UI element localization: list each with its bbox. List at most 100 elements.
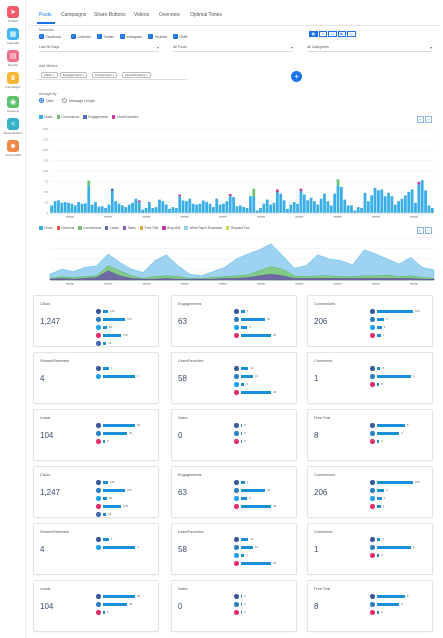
bar-clicks[interactable] xyxy=(188,198,192,213)
bar-clicks[interactable] xyxy=(208,203,212,213)
bar-clicks[interactable] xyxy=(154,207,158,213)
tab-share-buttons[interactable]: Share Buttons xyxy=(94,12,126,18)
grid-view-button[interactable]: ▦ xyxy=(309,31,318,37)
legend-item-revenue[interactable]: Revenue xyxy=(56,226,74,230)
legend-item-likes-favorites[interactable]: Likes/Favorites xyxy=(111,115,138,119)
bar-clicks[interactable] xyxy=(195,204,198,213)
bar-clicks[interactable] xyxy=(225,201,229,213)
bar-stack-segment[interactable] xyxy=(137,200,141,203)
bar-clicks[interactable] xyxy=(397,201,401,213)
bar-clicks[interactable] xyxy=(383,196,387,213)
sidebar-item-social-crm[interactable]: ☻ Social CRM xyxy=(0,140,26,157)
legend-item-blog-visit[interactable]: Blog Visit xyxy=(162,226,180,230)
metrics-chip-input[interactable]: Clicks × Engagements × Conversions × Lik… xyxy=(37,71,187,80)
list-view-button[interactable]: ≡ xyxy=(318,31,327,37)
bar-clicks[interactable] xyxy=(373,187,377,213)
bar-clicks[interactable] xyxy=(201,200,205,213)
legend-item-clicks[interactable]: Clicks xyxy=(39,115,53,119)
bar-clicks[interactable] xyxy=(158,199,161,213)
bar-clicks[interactable] xyxy=(296,203,299,213)
bar-clicks[interactable] xyxy=(269,204,273,213)
legend-item-conversions[interactable]: Conversions xyxy=(56,115,79,119)
bar-clicks[interactable] xyxy=(50,205,54,213)
tab-overview[interactable]: Overview xyxy=(159,12,180,18)
card-view-button[interactable]: ▭ xyxy=(328,31,337,37)
tab-videos[interactable]: Videos xyxy=(134,12,150,18)
zoom-in-icon[interactable]: + xyxy=(416,227,424,234)
bar-clicks[interactable] xyxy=(316,204,320,213)
zoom-out-icon[interactable]: − xyxy=(425,116,432,123)
bar-clicks[interactable] xyxy=(104,207,107,213)
bar-clicks[interactable] xyxy=(400,198,404,213)
bar-clicks[interactable] xyxy=(329,205,333,213)
bar-clicks[interactable] xyxy=(161,201,165,213)
bar-clicks[interactable] xyxy=(420,180,424,213)
bar-stack-segment[interactable] xyxy=(87,180,91,186)
bar-clicks[interactable] xyxy=(137,202,141,213)
bar-clicks[interactable] xyxy=(319,198,323,213)
legend-item-conversions[interactable]: Conversions xyxy=(78,226,101,230)
bar-clicks[interactable] xyxy=(211,207,215,213)
bar-clicks[interactable] xyxy=(80,203,84,213)
sidebar-item-calendar[interactable]: ▦ Calendar xyxy=(0,28,26,45)
tab-posts[interactable]: Posts xyxy=(39,12,52,18)
bar-clicks[interactable] xyxy=(181,200,185,213)
bar-clicks[interactable] xyxy=(191,203,195,213)
bar-clicks[interactable] xyxy=(168,208,171,213)
bar-clicks[interactable] xyxy=(131,202,134,213)
categories-select[interactable]: All Categories ▾ xyxy=(307,44,432,52)
bar-clicks[interactable] xyxy=(265,199,269,213)
bar-clicks[interactable] xyxy=(57,200,60,213)
bar-clicks[interactable] xyxy=(94,202,97,213)
bar-clicks[interactable] xyxy=(114,201,118,213)
bar-clicks[interactable] xyxy=(117,203,121,213)
bar-clicks[interactable] xyxy=(144,207,148,213)
bar-clicks[interactable] xyxy=(414,202,417,213)
bar-clicks[interactable] xyxy=(286,208,289,213)
add-metric-button[interactable]: + xyxy=(291,71,302,82)
bar-clicks[interactable] xyxy=(215,198,219,213)
bar-clicks[interactable] xyxy=(185,201,188,213)
compact-view-button[interactable]: ▭ xyxy=(347,31,356,37)
bar-clicks[interactable] xyxy=(70,203,74,213)
network-checkbox-linkedin[interactable]: ✓ LinkedIn xyxy=(71,34,91,39)
bar-clicks[interactable] xyxy=(174,207,178,213)
bar-stack-segment[interactable] xyxy=(275,189,279,192)
zoom-out-icon[interactable]: − xyxy=(425,227,432,234)
bar-clicks[interactable] xyxy=(346,205,350,213)
bar-stack-segment[interactable] xyxy=(252,188,256,197)
bar-clicks[interactable] xyxy=(67,202,70,213)
arrange-radio-message-length[interactable]: Message Length xyxy=(62,98,95,103)
bar-clicks[interactable] xyxy=(333,193,337,213)
bar-clicks[interactable] xyxy=(77,202,81,213)
bar-clicks[interactable] xyxy=(272,202,276,213)
legend-item-white-paper-download[interactable]: White Paper Download xyxy=(184,226,222,230)
bar-clicks[interactable] xyxy=(245,207,249,213)
network-checkbox-instagram[interactable]: ✓ Instagram xyxy=(120,34,142,39)
bar-clicks[interactable] xyxy=(147,202,151,213)
bar-clicks[interactable] xyxy=(360,207,363,213)
bar-clicks[interactable] xyxy=(252,196,256,213)
bar-clicks[interactable] xyxy=(390,196,394,213)
bar-clicks[interactable] xyxy=(238,205,242,213)
sidebar-item-campaigns[interactable]: ♛ Campaigns xyxy=(0,72,26,89)
bar-clicks[interactable] xyxy=(299,191,303,213)
bar-clicks[interactable] xyxy=(377,190,380,213)
bar-clicks[interactable] xyxy=(407,192,411,213)
bar-clicks[interactable] xyxy=(178,196,182,213)
legend-item-clicks[interactable]: Clicks xyxy=(39,226,53,230)
bar-clicks[interactable] xyxy=(282,200,286,213)
bar-clicks[interactable] xyxy=(387,192,390,213)
legend-item-leads[interactable]: Leads xyxy=(104,226,119,230)
bar-clicks[interactable] xyxy=(110,191,114,213)
sidebar-item-share-buttons[interactable]: < Share Buttons xyxy=(0,118,26,135)
bar-clicks[interactable] xyxy=(127,204,131,213)
bar-stack-segment[interactable] xyxy=(110,188,114,192)
bar-clicks[interactable] xyxy=(380,189,384,213)
bar-clicks[interactable] xyxy=(198,203,202,213)
bar-clicks[interactable] xyxy=(427,205,431,213)
sidebar-item-results[interactable]: ▤ Results xyxy=(0,50,26,67)
bar-clicks[interactable] xyxy=(97,206,101,213)
tab-optimal-times[interactable]: Optimal Times xyxy=(190,12,222,18)
bar-clicks[interactable] xyxy=(403,195,407,213)
